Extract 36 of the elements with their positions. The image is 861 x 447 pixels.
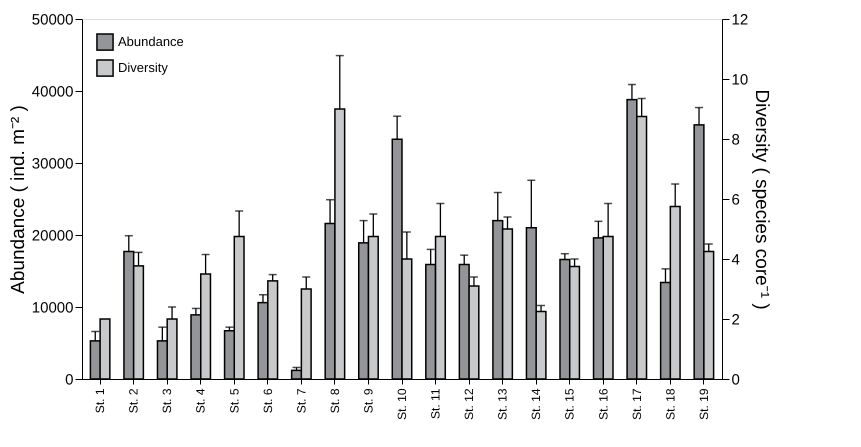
x-tick-label: St. 12: [462, 388, 476, 420]
y-tick-label: 50000: [32, 12, 74, 28]
y2-tick-label: 2: [732, 312, 740, 328]
x-tick-label: St. 4: [194, 388, 208, 414]
y2-tick-label: 6: [732, 192, 740, 208]
x-tick-label: St. 11: [428, 388, 443, 419]
y2-tick-label: 12: [732, 12, 748, 28]
y-tick-label: 40000: [32, 84, 74, 100]
y2-tick-label: 10: [732, 72, 748, 88]
x-tick-label: St. 3: [160, 388, 174, 414]
x-tick-label: St. 8: [328, 388, 342, 414]
x-tick-label: St. 6: [260, 388, 275, 414]
x-tick-label: St. 10: [395, 388, 409, 420]
y-tick-label: 20000: [32, 228, 74, 244]
y2-tick-label: 4: [732, 252, 740, 268]
x-tick-label: St. 7: [294, 388, 308, 414]
y-tick-label: 10000: [32, 300, 74, 316]
y-tick-label: 30000: [32, 156, 74, 172]
y-axis-title: Abundance ( ind. m⁻² ): [8, 105, 29, 294]
y2-tick-label: 8: [732, 132, 740, 148]
x-tick-label: St. 5: [227, 388, 242, 414]
y2-tick-label: 0: [732, 372, 740, 388]
x-tick-label: St. 14: [529, 388, 544, 420]
y2-axis-title: Diversity ( species core⁻¹ ): [751, 89, 772, 310]
x-tick-label: St. 13: [496, 388, 510, 420]
y-tick-label: 0: [65, 372, 74, 388]
x-tick-label: St. 16: [596, 388, 610, 420]
legend-label: Abundance: [118, 34, 184, 49]
x-tick-label: St. 2: [126, 388, 141, 414]
x-tick-label: St. 17: [630, 388, 644, 420]
x-tick-label: St. 9: [361, 388, 376, 414]
x-tick-label: St. 18: [663, 388, 678, 420]
x-tick-label: St. 19: [696, 388, 711, 420]
legend-label: Diversity: [118, 60, 168, 75]
x-tick-label: St. 15: [562, 388, 577, 420]
x-tick-label: St. 1: [93, 388, 108, 414]
